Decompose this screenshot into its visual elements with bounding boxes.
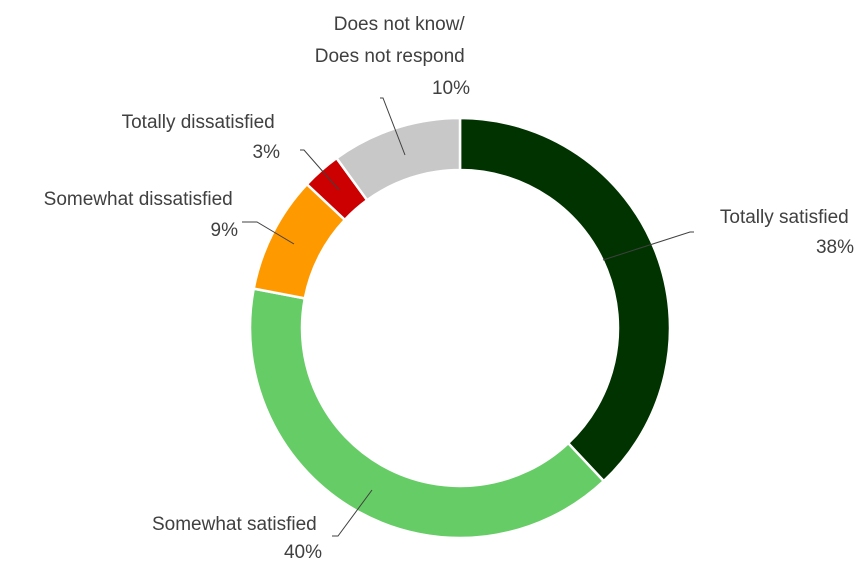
- label-somewhat-satisfied: Somewhat satisfied 40%: [152, 514, 322, 563]
- label-totally-satisfied-name: Totally satisfied: [720, 207, 849, 228]
- label-totally-dissatisfied: Totally dissatisfied 3%: [122, 112, 281, 163]
- leader-line-totally-satisfied: [602, 231, 694, 261]
- label-somewhat-dissatisfied-value: 9%: [211, 220, 239, 241]
- label-somewhat-dissatisfied-name: Somewhat dissatisfied: [44, 189, 233, 210]
- slice-does-not-know: [334, 116, 462, 202]
- leader-line-somewhat-satisfied: [332, 489, 373, 537]
- leader-line-somewhat-dissatisfied: [242, 221, 295, 245]
- label-totally-satisfied: Totally satisfied 38%: [720, 207, 854, 258]
- label-somewhat-satisfied-value: 40%: [284, 542, 322, 563]
- slice-somewhat-satisfied: [248, 287, 606, 540]
- label-totally-dissatisfied-name: Totally dissatisfied: [122, 112, 275, 133]
- leader-line-does-not-know: [380, 97, 406, 156]
- label-does-not-know-value: 10%: [432, 78, 470, 99]
- label-does-not-know-line1: Does not know/: [334, 14, 466, 35]
- label-totally-dissatisfied-value: 3%: [253, 142, 281, 163]
- label-somewhat-satisfied-name: Somewhat satisfied: [152, 514, 317, 535]
- label-totally-satisfied-value: 38%: [816, 237, 854, 258]
- label-does-not-know-line2: Does not respond: [315, 46, 465, 67]
- slice-totally-satisfied: [458, 116, 672, 483]
- leader-line-totally-dissatisfied: [300, 149, 340, 191]
- label-somewhat-dissatisfied: Somewhat dissatisfied 9%: [44, 189, 238, 241]
- slices-group: [248, 116, 672, 540]
- label-does-not-know: Does not know/ Does not respond 10%: [315, 14, 470, 99]
